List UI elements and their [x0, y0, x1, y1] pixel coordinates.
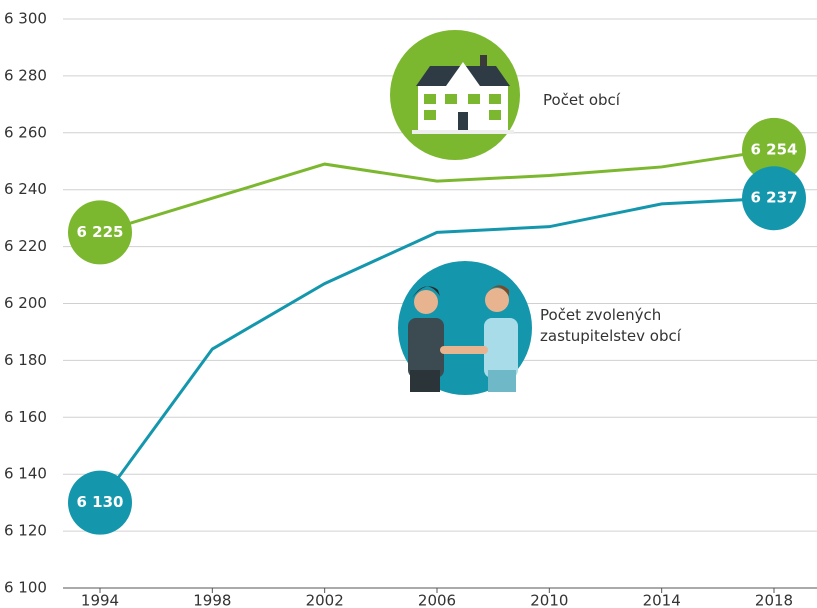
series-annotation: Počet zvolených zastupitelstev obcí	[540, 306, 681, 345]
y-tick-label: 6 180	[4, 351, 47, 369]
y-tick-label: 6 240	[4, 180, 47, 198]
people-icon	[398, 261, 532, 395]
y-tick-label: 6 280	[4, 66, 47, 84]
x-tick-label: 2010	[530, 592, 568, 608]
y-tick-label: 6 120	[4, 522, 47, 540]
y-tick-label: 6 160	[4, 408, 47, 426]
y-tick-label: 6 220	[4, 237, 47, 255]
value-marker	[742, 166, 806, 231]
value-marker	[68, 200, 132, 265]
value-label: 6 254	[751, 140, 798, 158]
labels: 6 225 6 254 6 130 6 237 Počet obcí Počet zvol…	[68, 91, 806, 535]
lines	[98, 148, 775, 504]
y-tick-label: 6 260	[4, 123, 47, 141]
value-label: 6 237	[751, 189, 798, 207]
x-tick-label: 2014	[643, 592, 681, 608]
series-name: Počet zvolených zastupitelstev obcí	[540, 306, 681, 345]
x-tick-label: 2006	[418, 592, 456, 608]
house-icon	[390, 30, 520, 160]
series-line	[98, 196, 775, 504]
value-marker	[68, 470, 132, 535]
series-name: Počet obcí	[543, 91, 620, 109]
x-tick-label: 1994	[81, 592, 119, 608]
value-label: 6 225	[77, 223, 124, 241]
x-tick-label: 2002	[306, 592, 344, 608]
value-marker	[742, 117, 806, 182]
value-label: 6 130	[77, 493, 124, 511]
x-tick-label: 1998	[193, 592, 231, 608]
grid: 6 100 6 120 6 140 6 160 6 180 6 200 6 220 6 240…	[4, 10, 817, 608]
y-tick-label: 6 300	[4, 10, 47, 28]
series-annotation: Počet obcí	[543, 91, 620, 109]
y-tick-label: 6 100	[4, 579, 47, 597]
y-tick-label: 6 140	[4, 465, 47, 483]
y-tick-label: 6 200	[4, 294, 47, 312]
x-tick-label: 2018	[755, 592, 793, 608]
series-line	[99, 148, 775, 234]
